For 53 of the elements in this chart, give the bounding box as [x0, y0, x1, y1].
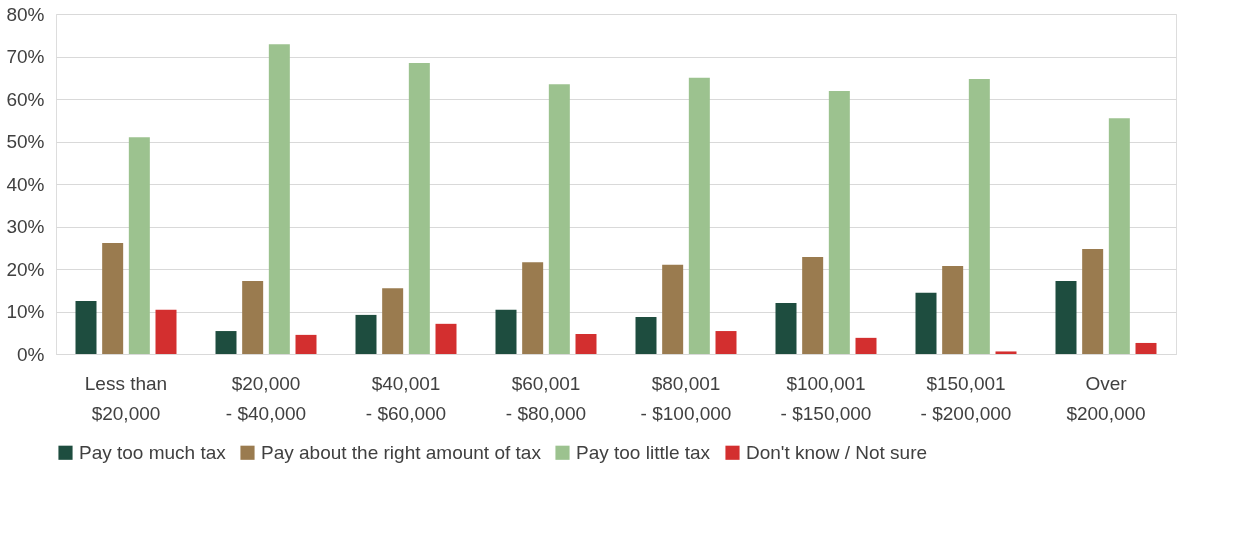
x-tick-label: Over $200,000 — [1066, 372, 1146, 424]
bar — [408, 62, 430, 354]
bar — [1108, 118, 1130, 354]
bar — [215, 331, 237, 354]
y-tick-label: 20% — [6, 258, 45, 280]
bar — [382, 288, 404, 354]
x-tick-label: $60,001 - $80,000 — [505, 372, 587, 424]
y-tick-label: 10% — [6, 301, 45, 322]
x-tick-label: $40,001 - $60,000 — [365, 372, 447, 424]
x-tick-label: $80,001 - $100,000 — [640, 372, 732, 424]
bar — [522, 262, 544, 354]
y-tick-label: 40% — [6, 173, 45, 195]
x-tick-label: $20,000 - $40,000 — [225, 372, 307, 424]
bar — [1055, 280, 1077, 354]
legend-label: Don't know / Not sure — [746, 441, 928, 463]
bar — [268, 44, 290, 354]
bar — [575, 334, 597, 354]
legend-label: Pay too much tax — [79, 441, 227, 463]
bar — [75, 300, 97, 354]
bar — [1135, 342, 1157, 354]
y-tick-label: 80% — [6, 3, 45, 25]
bar — [355, 314, 377, 354]
bar — [662, 264, 684, 354]
y-tick-label: 50% — [6, 131, 45, 152]
bar — [942, 266, 964, 354]
legend-label: Pay too little tax — [576, 441, 711, 463]
bar — [295, 334, 317, 354]
bar — [915, 292, 937, 354]
x-tick-label: Less than $20,000 — [84, 372, 168, 424]
y-tick-label: 0% — [17, 343, 45, 365]
bar — [855, 337, 877, 354]
x-tick-label: $150,001 - $200,000 — [920, 372, 1012, 424]
bar — [688, 77, 710, 354]
x-tick-label: $100,001 - $150,000 — [780, 372, 872, 424]
bar — [775, 303, 797, 354]
bar — [968, 79, 990, 354]
bar — [1082, 249, 1104, 354]
legend-label: Pay about the right amount of tax — [261, 441, 542, 463]
y-tick-label: 70% — [6, 46, 45, 67]
bar — [548, 84, 570, 354]
bar — [102, 243, 124, 354]
bar — [715, 331, 737, 354]
bar — [155, 309, 177, 354]
y-tick-label: 30% — [6, 216, 45, 237]
bar — [995, 351, 1017, 354]
bar — [635, 317, 657, 354]
bar — [495, 309, 517, 354]
bar — [828, 90, 850, 354]
bar — [435, 323, 457, 354]
y-tick-label: 60% — [6, 88, 45, 110]
bar — [802, 257, 824, 354]
bar — [242, 280, 264, 354]
bar — [128, 137, 150, 354]
